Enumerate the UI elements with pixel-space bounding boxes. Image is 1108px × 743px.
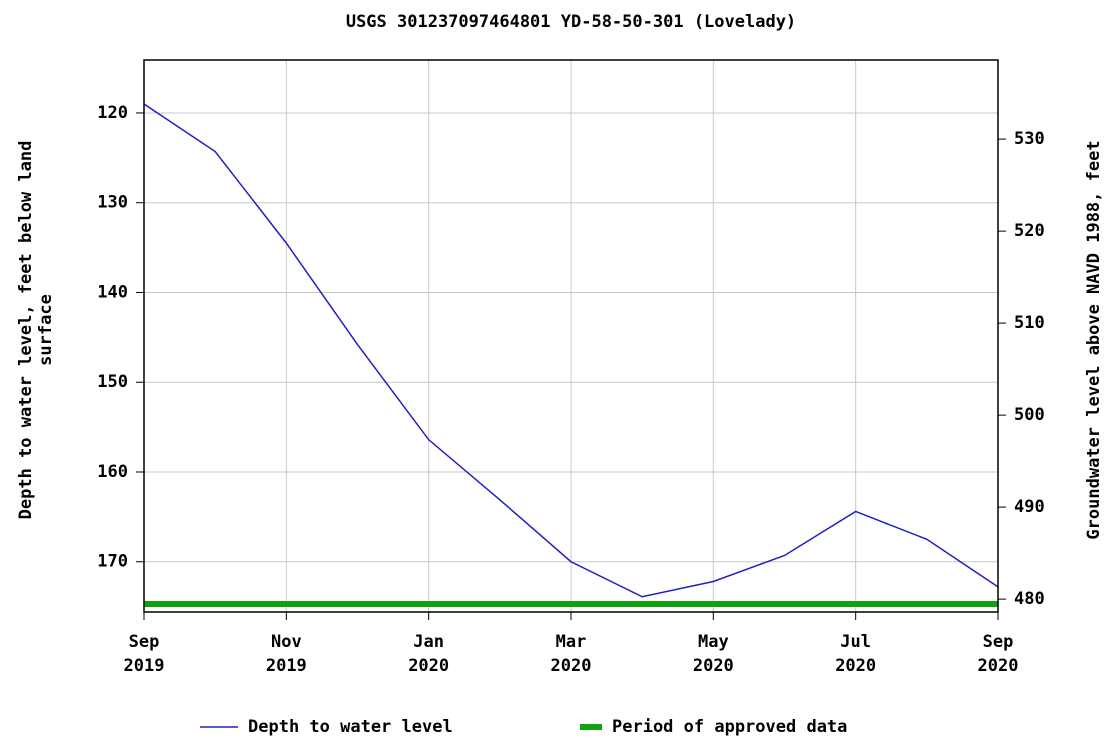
y2-tick-label: 490 bbox=[1014, 497, 1045, 517]
y-tick-label: 120 bbox=[97, 103, 128, 123]
plot-frame bbox=[143, 59, 999, 613]
legend-label: Period of approved data bbox=[612, 717, 847, 737]
x-tick-label: Sep 2020 bbox=[978, 632, 1019, 676]
y-tick-label: 160 bbox=[97, 462, 128, 482]
x-tick-label: Mar 2020 bbox=[551, 632, 592, 676]
x-tick-label: May 2020 bbox=[693, 632, 734, 676]
y2-axis-label: Groundwater level above NAVD 1988, feet bbox=[1084, 140, 1104, 539]
y2-tick-label: 480 bbox=[1014, 589, 1045, 609]
y2-tick-label: 530 bbox=[1014, 129, 1045, 149]
x-tick-label: Nov 2019 bbox=[266, 632, 307, 676]
y-tick-label: 140 bbox=[97, 282, 128, 302]
y-tick-label: 130 bbox=[97, 193, 128, 213]
y-axis-label: Depth to water level, feet below landsur… bbox=[16, 141, 56, 520]
x-tick-label: Jan 2020 bbox=[408, 632, 449, 676]
y2-tick-label: 500 bbox=[1014, 405, 1045, 425]
y-tick-label: 150 bbox=[97, 372, 128, 392]
legend-label: Depth to water level bbox=[248, 717, 453, 737]
data-line bbox=[143, 103, 999, 598]
x-tick-label: Sep 2019 bbox=[124, 632, 165, 676]
y-tick-label: 170 bbox=[97, 552, 128, 572]
y2-tick-label: 510 bbox=[1014, 313, 1045, 333]
x-tick-label: Jul 2020 bbox=[835, 632, 876, 676]
approved-period bbox=[144, 601, 998, 607]
chart-title: USGS 301237097464801 YD-58-50-301 (Lovel… bbox=[346, 12, 796, 32]
y2-tick-label: 520 bbox=[1014, 221, 1045, 241]
